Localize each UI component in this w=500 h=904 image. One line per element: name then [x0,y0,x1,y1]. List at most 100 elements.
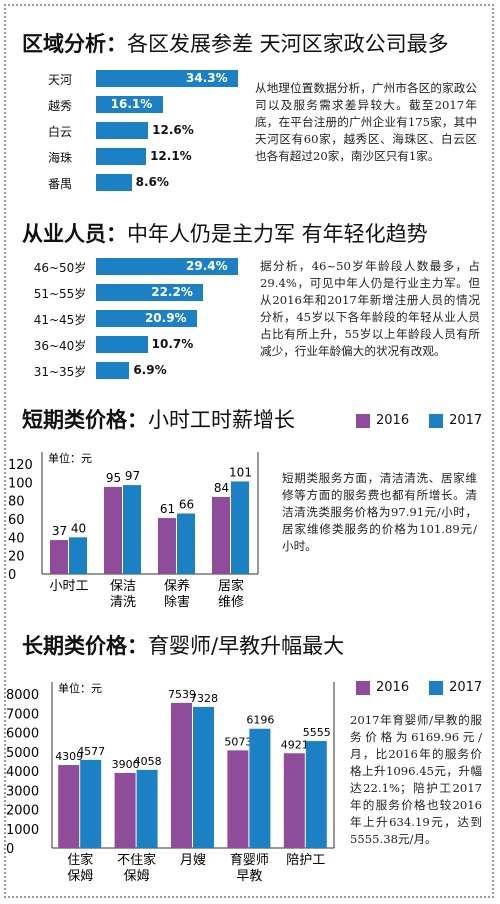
y-tick-label: 6000 [6,727,39,742]
short-title: 短期类价格：小时工时薪增长 [22,404,295,434]
x-category-label: 保洁 [110,579,136,594]
bar-value-label: 29.4% [186,259,228,273]
y-tick-label: 100 [8,476,33,491]
short-title-bold: 短期类价格： [22,408,148,432]
bar-2016 [50,540,68,574]
bar-value-label: 61 [160,502,175,516]
long-title: 长期类价格：育婴师/早教升幅最大 [22,630,344,660]
x-category-label: 小时工 [49,579,88,594]
unit-label: 单位：元 [48,451,92,465]
long-paragraph: 2017年育婴师/早教的服务价格为6169.96元/月，比2016年的服务价格上… [350,713,482,846]
long-title-bold: 长期类价格： [22,634,148,658]
age-bar-chart: 46~50岁 29.4% 51~55岁 22.2% 41~45岁 20.9% 36~40岁 1… [30,258,255,388]
long-title-rest: 育婴师/早教升幅最大 [148,634,345,658]
bar-value-label: 37 [52,524,67,538]
bar-2016 [283,753,305,848]
bar-2017 [136,769,158,848]
bar-value-label: 4921 [281,738,309,751]
y-tick-label: 40 [8,531,25,546]
y-tick-label: 2000 [6,804,39,819]
bar-value-label: 66 [179,498,194,512]
x-category-label: 不住家 [117,852,156,868]
bar-category-label: 海珠 [47,151,72,165]
bar-value-label: 12.6% [152,123,194,137]
legend-label-2016: 2016 [376,413,410,428]
x-category-label: 陪护工 [286,853,325,868]
y-tick-label: 4000 [6,765,39,780]
district-paragraph: 从地理位置数据分析，广州市各区的家政公司以及服务需求差异较大。截至2017年底，… [255,81,477,163]
bar-value-label: 95 [106,471,121,485]
bar-value-label: 84 [214,481,229,495]
bar-row: 31~35岁 6.9% [30,362,255,380]
bar-2016 [227,750,249,848]
bar-row: 51~55岁 22.2% [30,284,255,302]
bar [96,148,147,165]
legend-swatch-2016 [356,680,370,695]
bar-value-label: 22.2% [151,285,193,299]
bar-value-label: 8.6% [135,175,169,189]
short-title-rest: 小时工时薪增长 [148,408,295,432]
x-category-label: 居家 [218,578,244,594]
bar-2016 [212,497,230,574]
bar-value-label: 34.3% [186,71,228,85]
bar-value-label: 16.1% [110,97,153,111]
x-category-label: 除害 [164,594,190,610]
x-category-label: 维修 [218,595,244,610]
legend-label-2017: 2017 [449,413,483,428]
long-legend: 2016 2017 [356,680,482,695]
district-title-rest: 各区发展参差 天河区家政公司最多 [127,32,449,56]
bar-row: 36~40岁 10.7% [30,336,255,354]
y-tick-label: 120 [8,458,33,473]
y-tick-label: 0 [6,842,14,857]
bar-2016 [58,765,80,848]
bar-category-label: 36~40岁 [33,339,87,353]
district-bar-chart: 天河 34.3% 越秀 16.1% 白云 12.6% 海珠 12.1% 番禺 8.6% [30,70,250,200]
bar-2017 [177,513,195,574]
bar-row: 46~50岁 29.4% [30,258,255,276]
age-title-rest: 中年人仍是主力军 有年轻化趋势 [127,222,428,246]
bar-2016 [158,518,176,574]
bar-value-label: 40 [71,521,86,535]
bar-value-label: 3900 [112,758,140,771]
bar-value-label: 10.7% [151,337,194,351]
bar-category-label: 天河 [47,73,72,87]
bar-row: 越秀 16.1% [30,96,250,114]
dotted-frame [4,4,494,898]
x-category-label: 清洗 [110,595,136,610]
bar [96,122,149,139]
bar [96,96,163,113]
bar-value-label: 7539 [168,688,196,701]
bar-value-label: 4058 [134,755,162,768]
bar [96,336,148,353]
y-tick-label: 3000 [6,784,39,799]
legend-label-2017: 2017 [449,680,483,695]
y-tick-label: 8000 [6,688,39,703]
district-title-bold: 区域分析： [22,32,127,56]
bar-category-label: 41~45岁 [33,313,87,327]
bar-2017 [193,706,214,848]
bar-value-label: 101 [229,465,252,479]
bar-value-label: 5555 [303,726,331,739]
bar-2017 [231,481,249,574]
bar-row: 白云 12.6% [30,122,250,140]
bar-value-label: 6196 [246,714,274,727]
bar-row: 番禺 8.6% [30,174,250,192]
bar-category-label: 46~50岁 [33,261,87,275]
y-tick-label: 60 [8,513,25,528]
bar-2016 [114,772,136,848]
bar [96,284,204,301]
bar-2017 [80,759,102,848]
district-title: 区域分析：各区发展参差 天河区家政公司最多 [22,28,449,58]
bar-value-label: 7328 [190,692,218,705]
bar-2017 [69,537,87,574]
legend-swatch-2017 [429,413,444,428]
bar-value-label: 4309 [55,750,83,763]
age-paragraph: 据分析，46~50岁年龄段人数最多，占29.4%，可见中年人仍是行业主力军。但从… [260,259,480,358]
bar-row: 海珠 12.1% [30,148,250,166]
y-tick-label: 20 [8,550,25,565]
bar-row: 天河 34.3% [30,70,250,88]
y-tick-label: 5000 [6,746,39,761]
bar-value-label: 12.1% [150,149,192,163]
bar-value-label: 97 [125,469,140,483]
